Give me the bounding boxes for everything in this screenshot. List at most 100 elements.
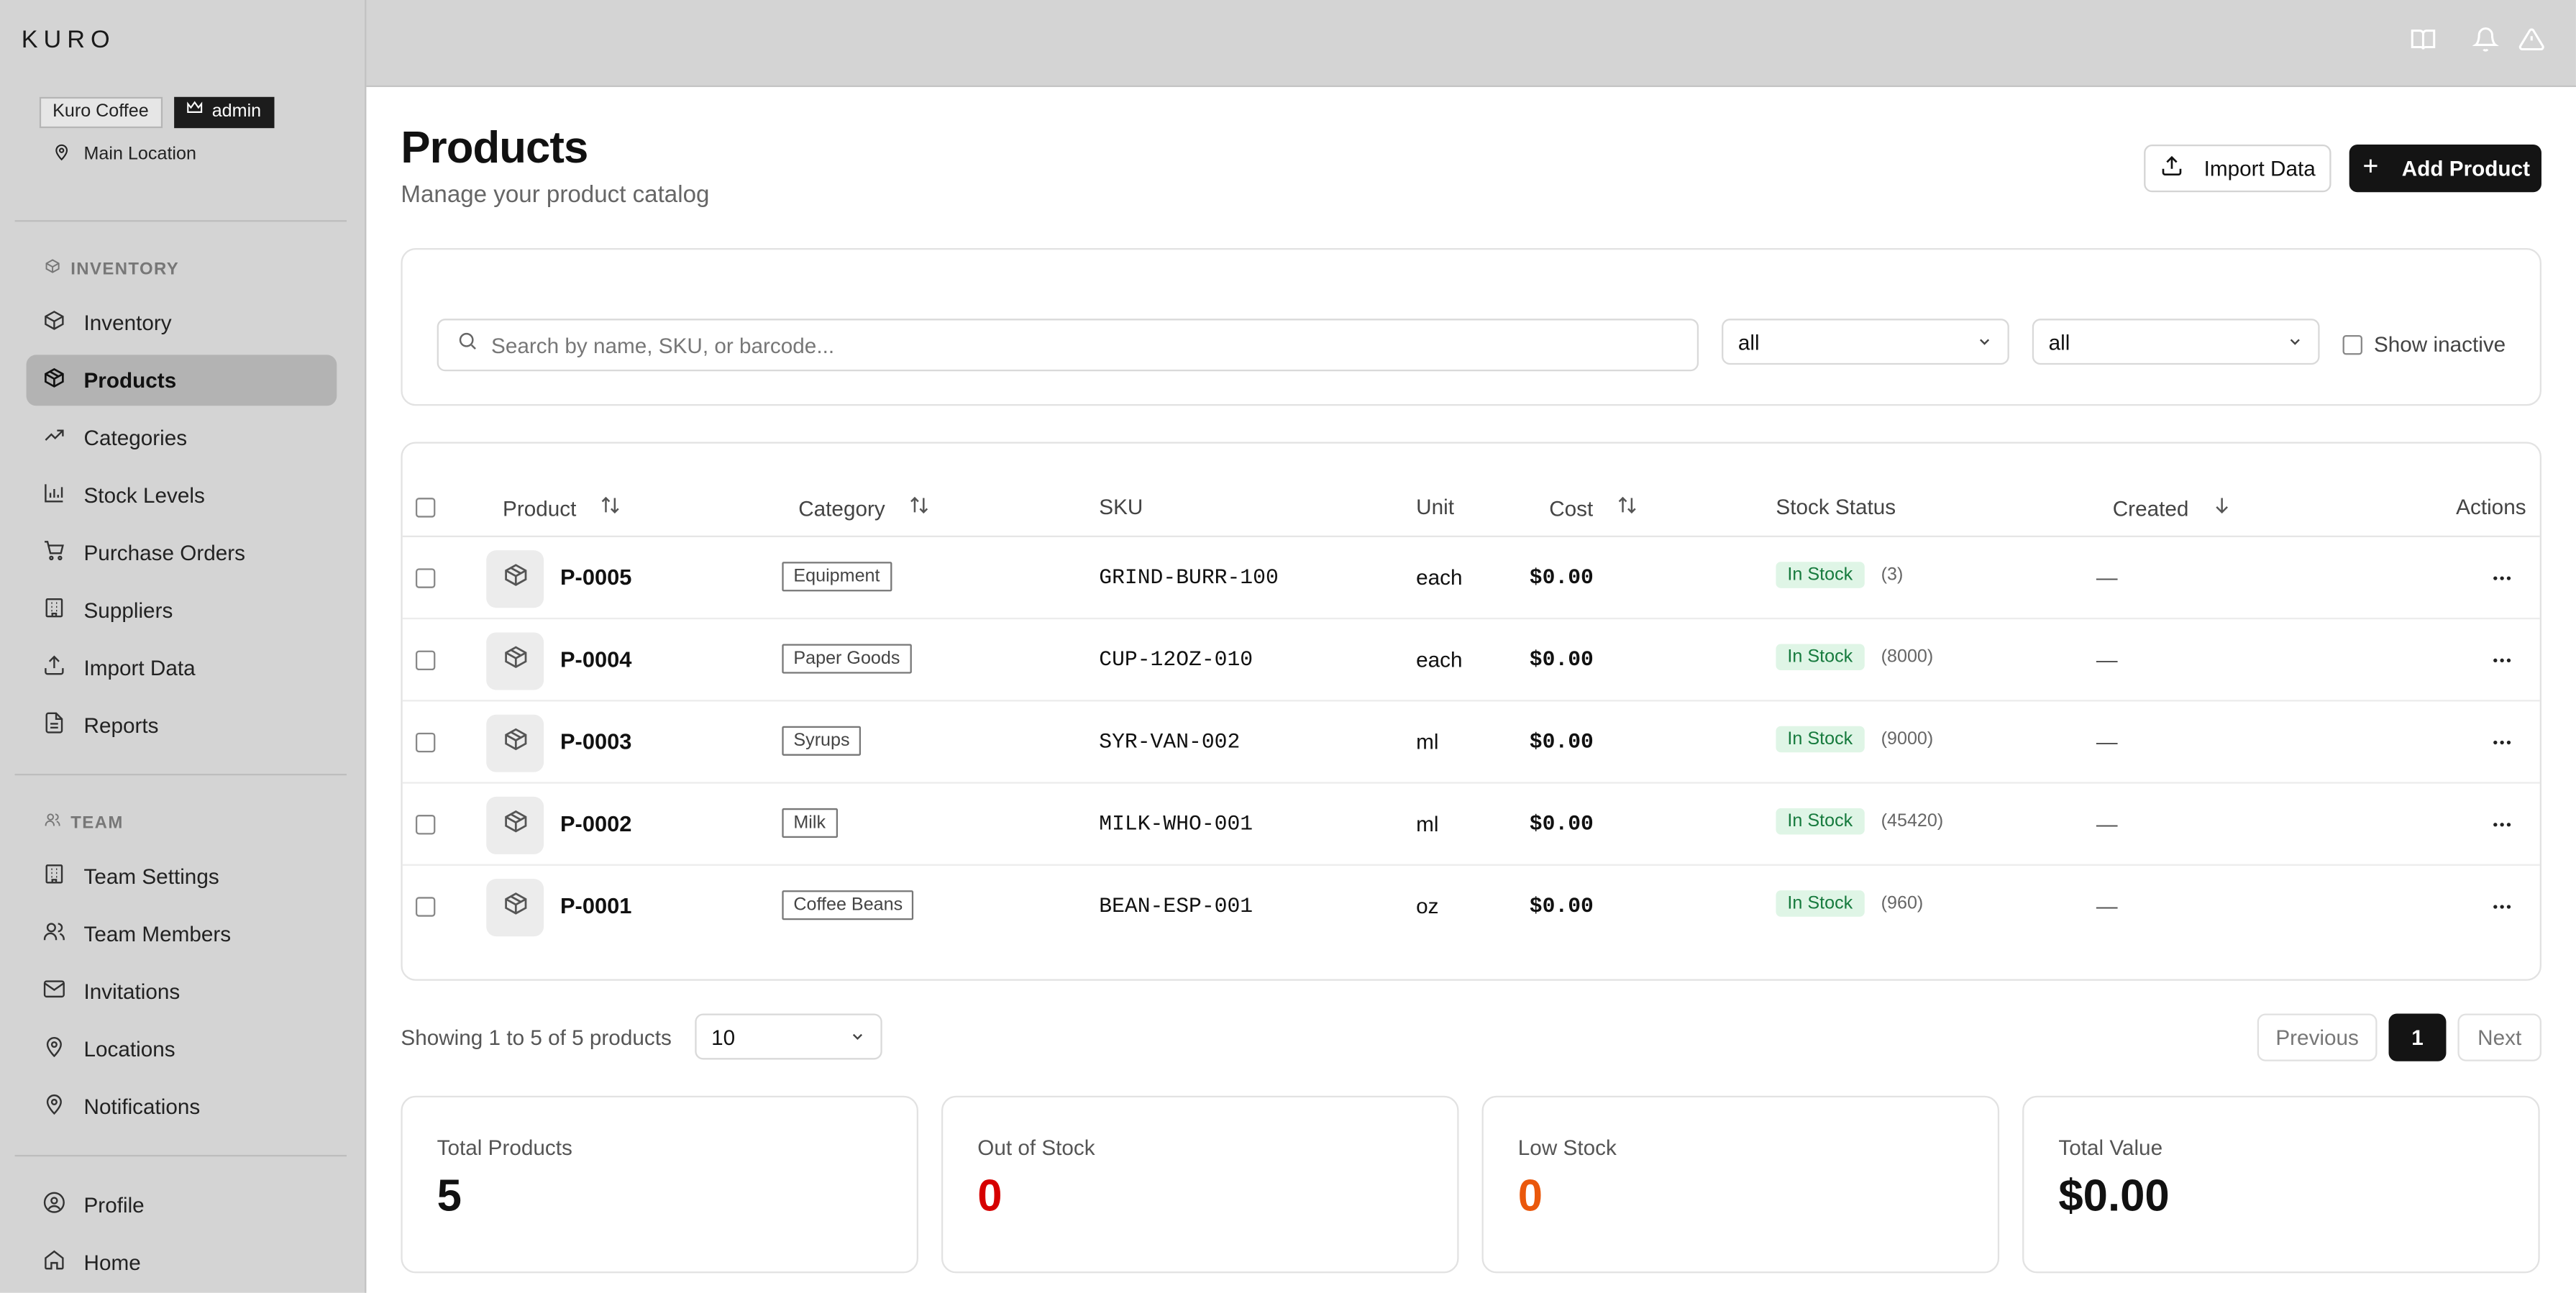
sort-icon [908, 495, 930, 521]
product-name[interactable]: P-0002 [559, 811, 632, 836]
more-actions-icon[interactable] [2489, 567, 2516, 590]
stock-status-badge: In Stock [1776, 726, 1865, 753]
building-icon [42, 596, 65, 624]
import-data-button[interactable]: Import Data [2144, 145, 2331, 193]
sidebar-divider [14, 773, 347, 776]
search-input[interactable] [491, 332, 1642, 357]
search-field[interactable] [437, 319, 1699, 372]
category-badge: Paper Goods [782, 644, 912, 674]
sidebar-item-label: Notifications [83, 1094, 201, 1119]
package-icon [502, 808, 529, 843]
sku-cell: BEAN-ESP-001 [1099, 893, 1253, 918]
table-row[interactable]: P-0005 Equipment GRIND-BURR-100 each $0.… [402, 537, 2540, 620]
stock-status-badge: In Stock [1776, 644, 1865, 671]
app-logo[interactable]: KURO [21, 26, 116, 55]
column-header-stock-status: Stock Status [1776, 494, 1896, 519]
sidebar-item-stock-levels[interactable]: Stock Levels [27, 470, 337, 521]
location-selector[interactable]: Main Location [52, 143, 196, 166]
package-icon [502, 644, 529, 678]
column-header-sku: SKU [1099, 494, 1143, 519]
stat-value: 0 [977, 1171, 1002, 1221]
map-pin-icon [42, 1092, 65, 1120]
previous-page-button[interactable]: Previous [2257, 1013, 2378, 1061]
sidebar-item-label: Team Members [83, 921, 232, 946]
map-pin-icon [42, 1035, 65, 1063]
row-checkbox[interactable] [415, 815, 436, 835]
sidebar-item-categories[interactable]: Categories [27, 412, 337, 463]
org-name-badge[interactable]: Kuro Coffee [39, 96, 163, 129]
table-row[interactable]: P-0004 Paper Goods CUP-12OZ-010 each $0.… [402, 619, 2540, 702]
sidebar-item-label: Locations [83, 1036, 175, 1061]
role-label: admin [211, 101, 262, 122]
users-icon [45, 811, 61, 833]
page-title: Products [401, 123, 588, 173]
top-bar [366, 0, 2576, 88]
sidebar-item-purchase-orders[interactable]: Purchase Orders [27, 527, 337, 578]
select-all-checkbox[interactable] [415, 498, 436, 518]
chevron-down-icon [1976, 329, 1993, 354]
more-actions-icon[interactable] [2489, 649, 2516, 672]
sidebar-item-reports[interactable]: Reports [27, 700, 337, 751]
alert-triangle-icon[interactable] [2518, 27, 2545, 53]
more-actions-icon[interactable] [2489, 731, 2516, 754]
stat-label: Total Products [437, 1135, 572, 1160]
next-page-button[interactable]: Next [2457, 1013, 2541, 1061]
sidebar: KURO Kuro Coffee admin Main Location INV… [0, 0, 367, 1293]
more-actions-icon[interactable] [2489, 813, 2516, 836]
sidebar-item-profile[interactable]: Profile [27, 1179, 337, 1230]
column-header-unit: Unit [1416, 494, 1454, 519]
row-checkbox[interactable] [415, 568, 436, 588]
sidebar-item-label: Categories [83, 425, 188, 450]
sidebar-item-inventory[interactable]: Inventory [27, 297, 337, 348]
sidebar-item-team-members[interactable]: Team Members [27, 908, 337, 959]
product-name[interactable]: P-0005 [559, 565, 632, 590]
sidebar-item-notifications[interactable]: Notifications [27, 1081, 337, 1132]
show-inactive-checkbox[interactable] [2342, 334, 2362, 355]
column-header-cost[interactable]: Cost [1549, 495, 1638, 521]
chevron-down-icon [2287, 329, 2303, 354]
product-name[interactable]: P-0003 [559, 729, 632, 754]
per-page-select[interactable]: 10 [695, 1013, 882, 1060]
add-product-button[interactable]: Add Product [2349, 145, 2541, 193]
category-filter-select[interactable]: all [1722, 319, 2009, 365]
status-filter-select[interactable]: all [2032, 319, 2320, 365]
sidebar-item-team-settings[interactable]: Team Settings [27, 851, 337, 902]
row-checkbox[interactable] [415, 650, 436, 671]
stat-card-low-stock: Low Stock 0 [1481, 1095, 2000, 1274]
mail-icon [42, 977, 65, 1005]
users-icon [42, 920, 65, 948]
column-header-created[interactable]: Created [2113, 495, 2233, 521]
page-1-button[interactable]: 1 [2388, 1013, 2447, 1061]
filter-card: all all Show inactive [401, 247, 2541, 406]
table-row[interactable]: P-0001 Coffee Beans BEAN-ESP-001 oz $0.0… [403, 866, 2540, 948]
row-checkbox[interactable] [415, 732, 436, 753]
stock-quantity: (9000) [1881, 729, 1934, 749]
map-pin-icon [52, 143, 70, 166]
product-name[interactable]: P-0004 [559, 647, 632, 672]
stock-quantity: (3) [1881, 565, 1904, 585]
table-row[interactable]: P-0003 Syrups SYR-VAN-002 ml $0.00 In St… [402, 701, 2540, 784]
product-thumbnail [486, 632, 544, 690]
column-header-category[interactable]: Category [798, 495, 929, 521]
sidebar-item-home[interactable]: Home [27, 1237, 337, 1288]
sidebar-item-suppliers[interactable]: Suppliers [27, 585, 337, 636]
table-row[interactable]: P-0002 Milk MILK-WHO-001 ml $0.00 In Sto… [402, 784, 2540, 866]
product-name[interactable]: P-0001 [559, 893, 632, 918]
column-header-product[interactable]: Product [503, 495, 621, 521]
sidebar-divider [14, 220, 347, 222]
sidebar-item-import-data[interactable]: Import Data [27, 642, 337, 693]
more-actions-icon[interactable] [2489, 895, 2516, 918]
sidebar-item-products[interactable]: Products [26, 355, 337, 406]
bell-icon[interactable] [2472, 27, 2500, 53]
crown-icon [186, 97, 204, 128]
show-inactive-toggle[interactable]: Show inactive [2342, 332, 2506, 357]
unit-cell: oz [1416, 893, 1439, 918]
category-badge: Equipment [782, 562, 892, 592]
trending-icon [42, 424, 65, 452]
row-checkbox[interactable] [415, 897, 436, 917]
book-icon[interactable] [2410, 27, 2436, 53]
sidebar-divider [14, 1154, 347, 1157]
table-header-divider [402, 535, 2540, 537]
sidebar-item-invitations[interactable]: Invitations [27, 966, 337, 1017]
sidebar-item-locations[interactable]: Locations [27, 1023, 337, 1074]
